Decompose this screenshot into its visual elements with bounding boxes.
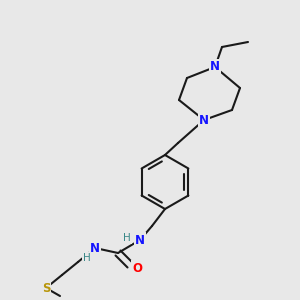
- Text: H: H: [83, 253, 91, 263]
- Text: H: H: [123, 233, 131, 243]
- Text: O: O: [132, 262, 142, 275]
- Text: N: N: [135, 233, 145, 247]
- Text: N: N: [199, 113, 209, 127]
- Text: N: N: [90, 242, 100, 254]
- Text: S: S: [42, 281, 50, 295]
- Text: N: N: [210, 61, 220, 74]
